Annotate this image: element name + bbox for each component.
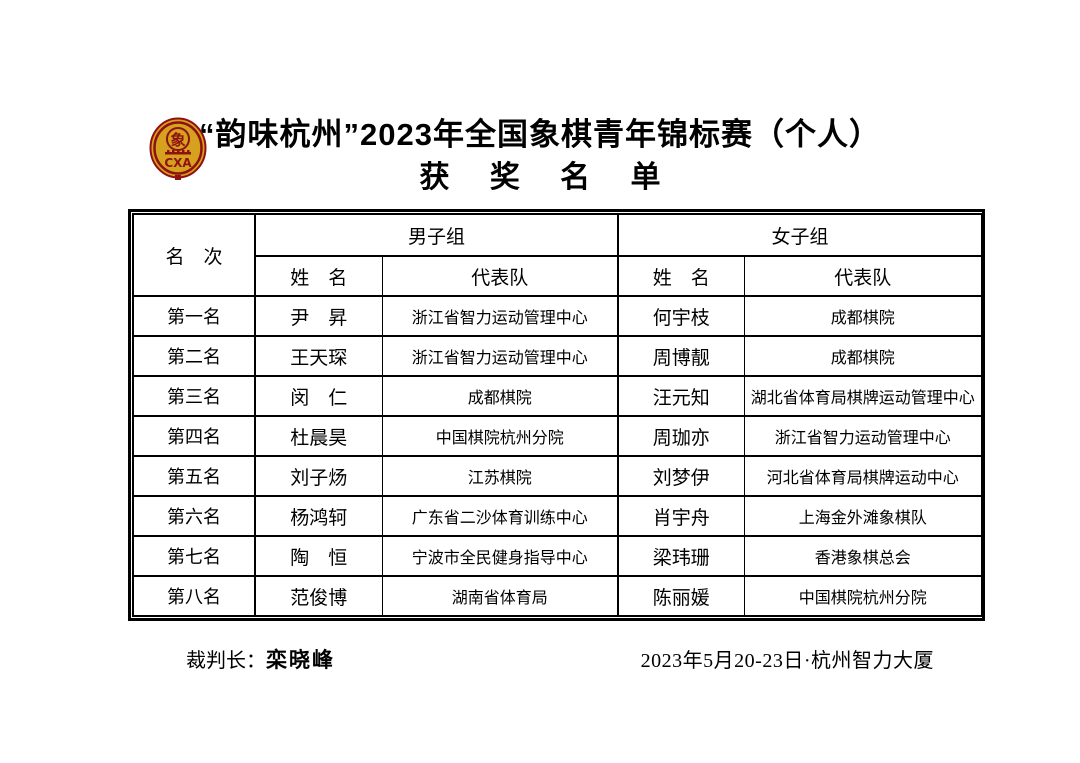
women-team-cell: 河北省体育局棋牌运动中心 [743,455,984,497]
men-team-cell: 广东省二沙体育训练中心 [381,495,620,537]
men-team-cell: 浙江省智力运动管理中心 [381,335,620,377]
women-team-cell: 中国棋院杭州分院 [743,575,984,617]
men-name-cell: 杨鸿轲 [254,495,383,537]
rank-cell: 第二名 [132,335,256,377]
women-name-cell: 周珈亦 [617,415,745,457]
men-name-cell: 王天琛 [254,335,383,377]
document-footer: 裁判长：栾晓峰 2023年5月20-23日·杭州智力大厦 [0,644,1080,674]
table-row: 第七名 陶 恒 宁波市全民健身指导中心 梁玮珊 香港象棋总会 [132,535,984,577]
women-name-cell: 梁玮珊 [617,535,745,577]
header-rank: 名 次 [132,213,256,297]
men-team-cell: 浙江省智力运动管理中心 [381,295,620,337]
women-name-cell: 刘梦伊 [617,455,745,497]
event-date-venue: 2023年5月20-23日·杭州智力大厦 [640,650,934,672]
women-team-cell: 成都棋院 [743,295,984,337]
women-name-cell: 汪元知 [617,375,745,417]
chief-referee: 裁判长：栾晓峰 [186,644,335,674]
table-row: 第八名 范俊博 湖南省体育局 陈丽媛 中国棋院杭州分院 [132,575,984,617]
table-row: 第四名 杜晨昊 中国棋院杭州分院 周珈亦 浙江省智力运动管理中心 [132,415,984,457]
award-table: 名 次 男子组 女子组 姓 名 代表队 姓 名 代表队 第一名 尹 昇 浙江省智… [132,213,984,617]
men-name-cell: 范俊博 [254,575,383,617]
women-team-cell: 湖北省体育局棋牌运动管理中心 [743,375,984,417]
referee-name: 栾晓峰 [266,648,335,672]
men-team-cell: 湖南省体育局 [381,575,620,617]
table-row: 第一名 尹 昇 浙江省智力运动管理中心 何宇枝 成都棋院 [132,295,984,337]
rank-cell: 第四名 [132,415,256,457]
rank-cell: 第三名 [132,375,256,417]
women-team-cell: 成都棋院 [743,335,984,377]
table-row: 第六名 杨鸿轲 广东省二沙体育训练中心 肖宇舟 上海金外滩象棋队 [132,495,984,537]
men-team-cell: 成都棋院 [381,375,620,417]
page-title: “韵味杭州”2023年全国象棋青年锦标赛（个人） [199,117,881,152]
men-name-cell: 陶 恒 [254,535,383,577]
men-team-cell: 江苏棋院 [381,455,620,497]
cxa-association-logo-icon: 象 CXA [149,117,207,182]
women-team-cell: 上海金外滩象棋队 [743,495,984,537]
women-name-cell: 肖宇舟 [617,495,745,537]
table-row: 第二名 王天琛 浙江省智力运动管理中心 周博靓 成都棋院 [132,335,984,377]
rank-cell: 第八名 [132,575,256,617]
men-name-cell: 杜晨昊 [254,415,383,457]
logo-xiang-character: 象 [170,131,185,149]
header-men-team: 代表队 [381,255,620,297]
women-team-cell: 香港象棋总会 [743,535,984,577]
men-name-cell: 刘子炀 [254,455,383,497]
men-team-cell: 中国棋院杭州分院 [381,415,620,457]
rank-cell: 第六名 [132,495,256,537]
page-subtitle: 获 奖 名 单 [419,161,677,194]
rank-cell: 第七名 [132,535,256,577]
header-men-group: 男子组 [253,213,620,257]
referee-label: 裁判长： [186,650,266,672]
header-women-team: 代表队 [743,255,984,297]
document-header: 象 CXA “韵味杭州”2023年全国象棋青年锦标赛（个人） 获 奖 名 单 [0,0,1080,197]
men-team-cell: 宁波市全民健身指导中心 [381,535,620,577]
table-row: 第三名 闵 仁 成都棋院 汪元知 湖北省体育局棋牌运动管理中心 [132,375,984,417]
rank-cell: 第一名 [132,295,256,337]
women-name-cell: 周博靓 [617,335,745,377]
header-women-group: 女子组 [617,213,984,257]
women-team-cell: 浙江省智力运动管理中心 [743,415,984,457]
award-table-container: 名 次 男子组 女子组 姓 名 代表队 姓 名 代表队 第一名 尹 昇 浙江省智… [128,209,985,621]
header-men-name: 姓 名 [254,255,383,297]
women-name-cell: 何宇枝 [617,295,745,337]
table-row: 第五名 刘子炀 江苏棋院 刘梦伊 河北省体育局棋牌运动中心 [132,455,984,497]
men-name-cell: 尹 昇 [254,295,383,337]
rank-cell: 第五名 [132,455,256,497]
header-women-name: 姓 名 [617,255,745,297]
women-name-cell: 陈丽媛 [617,575,745,617]
logo-cxa-text: CXA [164,156,192,170]
men-name-cell: 闵 仁 [254,375,383,417]
